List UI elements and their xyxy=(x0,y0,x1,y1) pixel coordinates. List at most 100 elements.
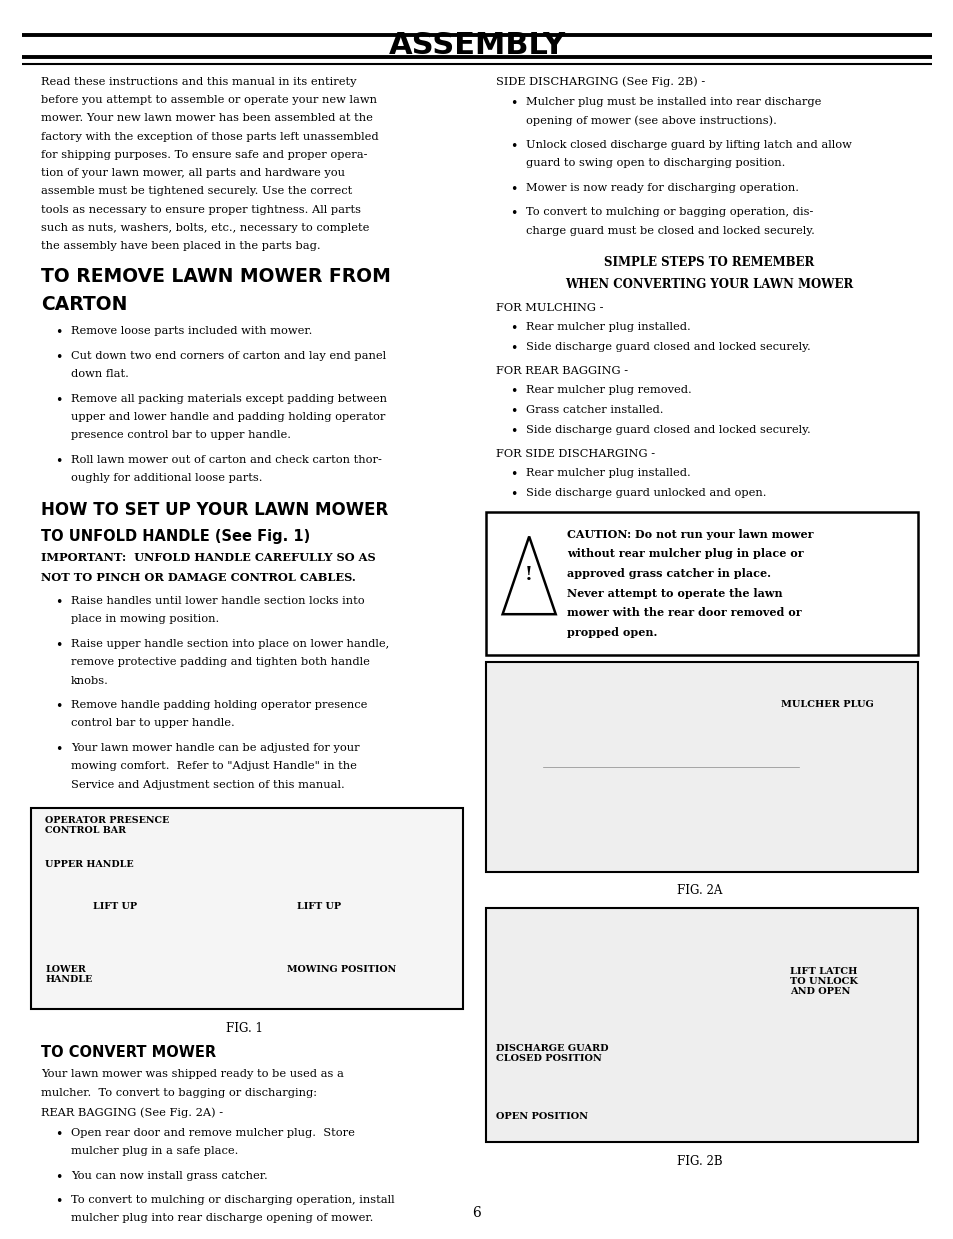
Text: tion of your lawn mower, all parts and hardware you: tion of your lawn mower, all parts and h… xyxy=(41,169,344,178)
Text: SIDE DISCHARGING (See Fig. 2B) -: SIDE DISCHARGING (See Fig. 2B) - xyxy=(496,77,704,87)
Text: •: • xyxy=(510,97,517,110)
Text: mowing comfort.  Refer to "Adjust Handle" in the: mowing comfort. Refer to "Adjust Handle"… xyxy=(71,761,356,772)
Text: •: • xyxy=(55,351,62,363)
Text: •: • xyxy=(510,207,517,221)
Text: •: • xyxy=(510,488,517,502)
FancyBboxPatch shape xyxy=(31,808,462,1009)
Text: Rear mulcher plug installed.: Rear mulcher plug installed. xyxy=(526,322,690,332)
Text: Open rear door and remove mulcher plug.  Store: Open rear door and remove mulcher plug. … xyxy=(71,1127,355,1137)
Text: mulcher.  To convert to bagging or discharging:: mulcher. To convert to bagging or discha… xyxy=(41,1088,316,1098)
Text: Read these instructions and this manual in its entirety: Read these instructions and this manual … xyxy=(41,77,355,87)
Text: FIG. 2A: FIG. 2A xyxy=(677,885,721,897)
Text: tools as necessary to ensure proper tightness. All parts: tools as necessary to ensure proper tigh… xyxy=(41,204,360,214)
Text: Rear mulcher plug installed.: Rear mulcher plug installed. xyxy=(526,468,690,478)
Text: propped open.: propped open. xyxy=(566,627,657,638)
Text: opening of mower (see above instructions).: opening of mower (see above instructions… xyxy=(526,115,777,125)
Text: Side discharge guard closed and locked securely.: Side discharge guard closed and locked s… xyxy=(526,342,810,352)
Text: REAR BAGGING (See Fig. 2A) -: REAR BAGGING (See Fig. 2A) - xyxy=(41,1108,223,1118)
Text: FOR REAR BAGGING -: FOR REAR BAGGING - xyxy=(496,367,627,377)
Text: To convert to mulching or bagging operation, dis-: To convert to mulching or bagging operat… xyxy=(526,207,813,217)
Text: Never attempt to operate the lawn: Never attempt to operate the lawn xyxy=(566,587,781,598)
Text: Remove handle padding holding operator presence: Remove handle padding holding operator p… xyxy=(71,700,367,710)
Text: CAUTION: Do not run your lawn mower: CAUTION: Do not run your lawn mower xyxy=(566,529,813,540)
Text: Rear mulcher plug removed.: Rear mulcher plug removed. xyxy=(526,385,691,395)
Text: LIFT LATCH
TO UNLOCK
AND OPEN: LIFT LATCH TO UNLOCK AND OPEN xyxy=(789,966,857,996)
Text: •: • xyxy=(510,468,517,482)
Text: mower. Your new lawn mower has been assembled at the: mower. Your new lawn mower has been asse… xyxy=(41,113,373,124)
Text: •: • xyxy=(55,455,62,467)
Text: OPEN POSITION: OPEN POSITION xyxy=(496,1111,587,1121)
Text: down flat.: down flat. xyxy=(71,369,129,379)
Text: •: • xyxy=(55,1196,62,1208)
Text: Roll lawn mower out of carton and check carton thor-: Roll lawn mower out of carton and check … xyxy=(71,455,381,465)
Text: such as nuts, washers, bolts, etc., necessary to complete: such as nuts, washers, bolts, etc., nece… xyxy=(41,223,369,233)
Text: LIFT UP: LIFT UP xyxy=(296,902,340,912)
Text: without rear mulcher plug in place or: without rear mulcher plug in place or xyxy=(566,549,802,559)
Text: Raise handles until lower handle section locks into: Raise handles until lower handle section… xyxy=(71,596,364,606)
Text: mower with the rear door removed or: mower with the rear door removed or xyxy=(566,607,801,618)
Text: Grass catcher installed.: Grass catcher installed. xyxy=(526,405,663,415)
Text: upper and lower handle and padding holding operator: upper and lower handle and padding holdi… xyxy=(71,411,385,421)
Text: •: • xyxy=(55,394,62,406)
Text: UPPER HANDLE: UPPER HANDLE xyxy=(46,860,134,870)
Text: •: • xyxy=(55,1127,62,1141)
Text: !: ! xyxy=(525,566,533,584)
Text: Unlock closed discharge guard by lifting latch and allow: Unlock closed discharge guard by lifting… xyxy=(526,140,851,150)
Text: the assembly have been placed in the parts bag.: the assembly have been placed in the par… xyxy=(41,242,320,252)
Text: oughly for additional loose parts.: oughly for additional loose parts. xyxy=(71,473,262,483)
Text: FIG. 2B: FIG. 2B xyxy=(677,1155,722,1168)
Text: •: • xyxy=(55,743,62,756)
Text: Mower is now ready for discharging operation.: Mower is now ready for discharging opera… xyxy=(526,182,799,192)
Text: for shipping purposes. To ensure safe and proper opera-: for shipping purposes. To ensure safe an… xyxy=(41,150,367,160)
Text: approved grass catcher in place.: approved grass catcher in place. xyxy=(566,567,770,579)
Text: NOT TO PINCH OR DAMAGE CONTROL CABLES.: NOT TO PINCH OR DAMAGE CONTROL CABLES. xyxy=(41,572,355,584)
Text: before you attempt to assemble or operate your new lawn: before you attempt to assemble or operat… xyxy=(41,95,376,105)
Text: CARTON: CARTON xyxy=(41,295,127,313)
Text: SIMPLE STEPS TO REMEMBER: SIMPLE STEPS TO REMEMBER xyxy=(603,255,814,269)
Text: Mulcher plug must be installed into rear discharge: Mulcher plug must be installed into rear… xyxy=(526,97,821,107)
Text: •: • xyxy=(510,405,517,419)
Text: factory with the exception of those parts left unassembled: factory with the exception of those part… xyxy=(41,131,378,141)
Text: DISCHARGE GUARD
CLOSED POSITION: DISCHARGE GUARD CLOSED POSITION xyxy=(496,1044,608,1063)
Text: Your lawn mower was shipped ready to be used as a: Your lawn mower was shipped ready to be … xyxy=(41,1069,343,1079)
Text: You can now install grass catcher.: You can now install grass catcher. xyxy=(71,1171,268,1181)
Text: 6: 6 xyxy=(472,1207,481,1220)
Text: Raise upper handle section into place on lower handle,: Raise upper handle section into place on… xyxy=(71,639,389,649)
Text: Service and Adjustment section of this manual.: Service and Adjustment section of this m… xyxy=(71,779,344,789)
Text: •: • xyxy=(510,342,517,356)
Text: •: • xyxy=(510,182,517,196)
Text: FIG. 1: FIG. 1 xyxy=(226,1022,263,1035)
Text: •: • xyxy=(55,639,62,652)
Text: •: • xyxy=(510,425,517,439)
Text: LIFT UP: LIFT UP xyxy=(92,902,137,912)
Text: place in mowing position.: place in mowing position. xyxy=(71,615,219,624)
Text: Remove loose parts included with mower.: Remove loose parts included with mower. xyxy=(71,326,313,336)
Text: •: • xyxy=(510,385,517,398)
Text: MULCHER PLUG: MULCHER PLUG xyxy=(780,700,872,709)
Text: •: • xyxy=(55,1171,62,1183)
Text: FOR MULCHING -: FOR MULCHING - xyxy=(496,304,603,313)
Text: LOWER
HANDLE: LOWER HANDLE xyxy=(46,965,92,984)
Text: TO REMOVE LAWN MOWER FROM: TO REMOVE LAWN MOWER FROM xyxy=(41,266,390,286)
Text: •: • xyxy=(510,322,517,336)
Text: control bar to upper handle.: control bar to upper handle. xyxy=(71,719,234,729)
FancyBboxPatch shape xyxy=(486,908,917,1142)
Text: OPERATOR PRESENCE
CONTROL BAR: OPERATOR PRESENCE CONTROL BAR xyxy=(46,817,170,835)
Text: •: • xyxy=(55,596,62,610)
Text: ASSEMBLY: ASSEMBLY xyxy=(388,31,565,61)
Text: presence control bar to upper handle.: presence control bar to upper handle. xyxy=(71,430,291,440)
Text: •: • xyxy=(55,326,62,339)
Text: TO CONVERT MOWER: TO CONVERT MOWER xyxy=(41,1046,215,1061)
Text: guard to swing open to discharging position.: guard to swing open to discharging posit… xyxy=(526,159,785,169)
Text: assemble must be tightened securely. Use the correct: assemble must be tightened securely. Use… xyxy=(41,186,352,196)
Text: MOWING POSITION: MOWING POSITION xyxy=(287,965,396,974)
Text: FOR SIDE DISCHARGING -: FOR SIDE DISCHARGING - xyxy=(496,450,655,460)
Text: Cut down two end corners of carton and lay end panel: Cut down two end corners of carton and l… xyxy=(71,351,386,361)
Polygon shape xyxy=(502,536,556,615)
Text: •: • xyxy=(510,140,517,152)
FancyBboxPatch shape xyxy=(486,662,917,871)
Text: IMPORTANT:  UNFOLD HANDLE CAREFULLY SO AS: IMPORTANT: UNFOLD HANDLE CAREFULLY SO AS xyxy=(41,553,375,564)
Text: remove protective padding and tighten both handle: remove protective padding and tighten bo… xyxy=(71,658,370,668)
Text: mulcher plug into rear discharge opening of mower.: mulcher plug into rear discharge opening… xyxy=(71,1213,373,1223)
Text: mulcher plug in a safe place.: mulcher plug in a safe place. xyxy=(71,1146,238,1156)
